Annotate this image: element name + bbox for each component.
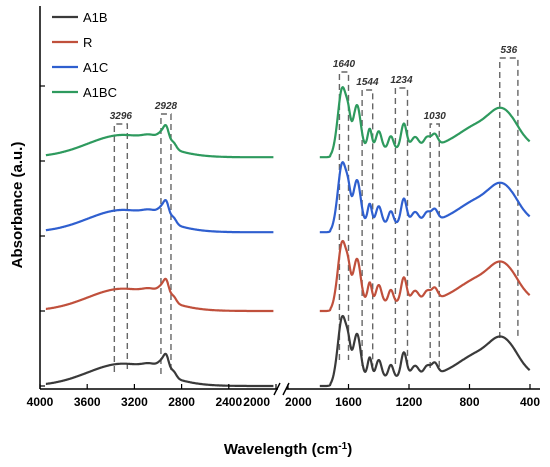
axis-break-mark-1 <box>273 382 281 396</box>
series-line-a1bc-seg1 <box>45 124 274 159</box>
x-tick-label: 2000 <box>243 395 270 409</box>
annotation-1544: 1544 <box>356 77 379 366</box>
annotation-label: 1234 <box>390 75 413 86</box>
legend-label-a1b: A1B <box>83 10 108 25</box>
x-tick-label: 1600 <box>335 395 362 409</box>
annotation-label: 1544 <box>356 77 379 88</box>
annotation-label: 3296 <box>110 111 133 122</box>
series-line-a1c-seg1 <box>45 199 274 234</box>
annotation-2928: 2928 <box>154 101 178 374</box>
series-line-a1bc-seg2 <box>319 86 531 159</box>
series-a1bc <box>45 86 531 159</box>
y-axis-title: Absorbance (a.u.) <box>9 142 26 269</box>
series-line-a1c-seg2 <box>319 161 531 234</box>
series-a1b <box>45 314 531 388</box>
annotation-label: 1030 <box>424 111 447 122</box>
series-line-a1b-seg1 <box>45 352 274 388</box>
series-layer <box>45 86 531 388</box>
x-tick-label: 2800 <box>168 395 195 409</box>
x-axis-title-sup: -1 <box>338 441 347 452</box>
annotation-bracket <box>429 123 440 368</box>
annotation-label: 1640 <box>333 59 356 70</box>
annotation-label: 2928 <box>154 101 178 112</box>
x-axis-title-end: ) <box>347 441 352 458</box>
x-tick-label: 1200 <box>396 395 423 409</box>
x-tick-label: 3600 <box>74 395 101 409</box>
x-tick-label: 400 <box>520 395 540 409</box>
series-a1c <box>45 161 531 234</box>
annotation-label: 536 <box>500 45 517 56</box>
series-line-a1b-seg2 <box>319 314 531 388</box>
annotation-bracket <box>338 71 350 360</box>
axes: 4000 3600 3200 2800 2400 2000 2000 1600 1200 800 4… <box>27 6 540 409</box>
legend-label-r: R <box>83 35 92 50</box>
annotation-bracket <box>160 113 172 374</box>
x-tick-label: 2400 <box>215 395 242 409</box>
annotation-1640: 1640 <box>333 59 356 360</box>
annotation-bracket <box>361 89 374 366</box>
x-tick-label: 4000 <box>27 395 54 409</box>
annotation-bracket <box>113 123 129 372</box>
x-axis-title: Wavelength (cm-1) <box>224 441 352 459</box>
series-line-r-seg1 <box>45 277 274 313</box>
x-axis-title-main: Wavelength (cm <box>224 441 338 458</box>
x-tick-label: 3200 <box>121 395 148 409</box>
legend: A1B R A1C A1BC <box>52 10 117 100</box>
series-line-r-seg2 <box>319 239 531 313</box>
legend-label-a1c: A1C <box>83 60 108 75</box>
annotation-3296: 3296 <box>110 111 133 372</box>
legend-label-a1bc: A1BC <box>83 85 117 100</box>
annotation-1030: 1030 <box>424 111 447 368</box>
annotation-bracket <box>499 57 519 338</box>
annotation-1234: 1234 <box>390 75 413 364</box>
annotation-bracket <box>394 87 409 364</box>
series-r <box>45 239 531 313</box>
annotation-536: 536 <box>499 45 519 338</box>
x-tick-label: 800 <box>459 395 479 409</box>
x-tick-label: 2000 <box>285 395 312 409</box>
